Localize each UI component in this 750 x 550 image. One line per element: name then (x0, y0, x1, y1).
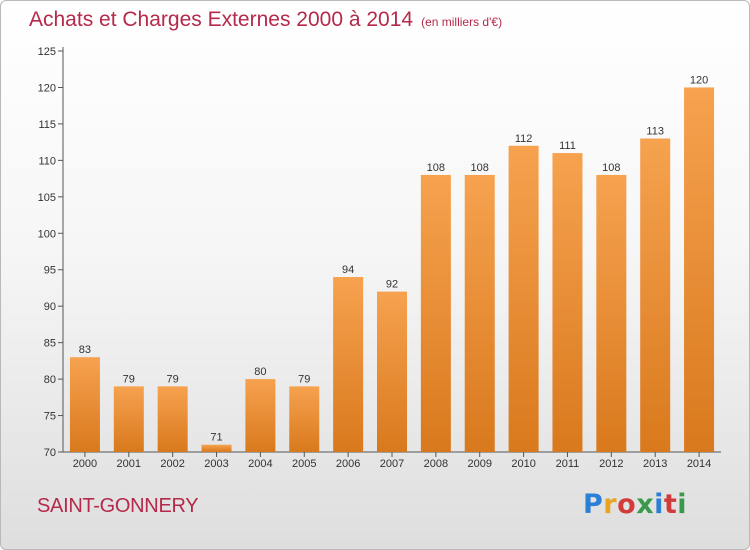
data-label: 120 (690, 74, 708, 86)
x-tick-label: 2013 (643, 458, 667, 470)
y-tick-label: 105 (38, 192, 56, 204)
y-tick-label: 115 (38, 119, 56, 131)
x-tick-label: 2012 (599, 458, 623, 470)
data-label: 80 (254, 366, 266, 378)
data-label: 112 (515, 133, 533, 145)
data-label: 79 (298, 373, 310, 385)
bar (552, 153, 583, 452)
y-tick-label: 85 (44, 338, 56, 350)
y-tick-label: 125 (38, 46, 56, 58)
commune-name: SAINT-GONNERY (37, 495, 199, 517)
proxiti-logo[interactable]: Proxiti (583, 489, 687, 520)
data-label: 108 (427, 162, 445, 174)
logo-letter: t (663, 489, 678, 520)
bar (245, 379, 276, 452)
bar (464, 174, 495, 453)
logo-letter: i (677, 489, 688, 520)
chart-bars: 83 79 79 71 80 79 94 92 108 108 112 111 108 113 120 (69, 74, 715, 453)
logo-letter: r (603, 489, 618, 520)
bar (289, 386, 320, 452)
x-tick-label: 2011 (556, 458, 580, 470)
x-tick-label: 2003 (204, 458, 228, 470)
data-label: 79 (167, 373, 179, 385)
y-tick-label: 70 (44, 447, 56, 459)
x-tick-label: 2014 (687, 458, 711, 470)
x-tick-label: 2007 (380, 458, 404, 470)
x-tick-label: 2009 (467, 458, 491, 470)
data-label: 92 (386, 279, 398, 291)
bar (596, 174, 627, 453)
y-tick-label: 100 (38, 228, 56, 240)
logo-letter: P (583, 489, 604, 520)
x-tick-label: 2010 (511, 458, 535, 470)
y-tick-label: 90 (44, 301, 56, 313)
logo-letter: i (654, 489, 664, 520)
x-tick-label: 2002 (160, 458, 184, 470)
bar (69, 357, 100, 452)
chart-title-block: Achats et Charges Externes 2000 à 2014 (e… (29, 8, 502, 32)
bar (157, 386, 188, 452)
x-tick-label: 2000 (73, 458, 97, 470)
data-label: 83 (79, 344, 91, 356)
chart-subtitle: (en milliers d'€) (421, 15, 503, 29)
bar (640, 138, 671, 452)
bar (508, 145, 539, 453)
x-tick-label: 2004 (248, 458, 272, 470)
y-tick-label: 110 (38, 155, 56, 167)
bar (333, 277, 364, 452)
bar (201, 444, 232, 452)
y-tick-label: 120 (38, 82, 56, 94)
data-label: 111 (559, 140, 576, 152)
data-label: 108 (602, 162, 620, 174)
bar (113, 386, 144, 452)
data-label: 94 (342, 264, 354, 276)
x-tick-label: 2005 (292, 458, 316, 470)
data-label: 108 (471, 162, 489, 174)
y-tick-label: 95 (44, 265, 56, 277)
x-tick-label: 2008 (424, 458, 448, 470)
data-label: 113 (646, 125, 664, 137)
logo-letter: o (617, 489, 637, 520)
bar (420, 174, 451, 453)
y-tick-label: 80 (44, 374, 56, 386)
y-tick-label: 75 (44, 411, 56, 423)
bar (684, 87, 715, 453)
x-tick-label: 2001 (117, 458, 141, 470)
logo-letter: x (636, 489, 655, 520)
x-tick-label: 2006 (336, 458, 360, 470)
data-label: 71 (210, 432, 222, 444)
bar (377, 291, 407, 452)
chart-title: Achats et Charges Externes 2000 à 2014 (29, 8, 414, 31)
data-label: 79 (123, 373, 135, 385)
